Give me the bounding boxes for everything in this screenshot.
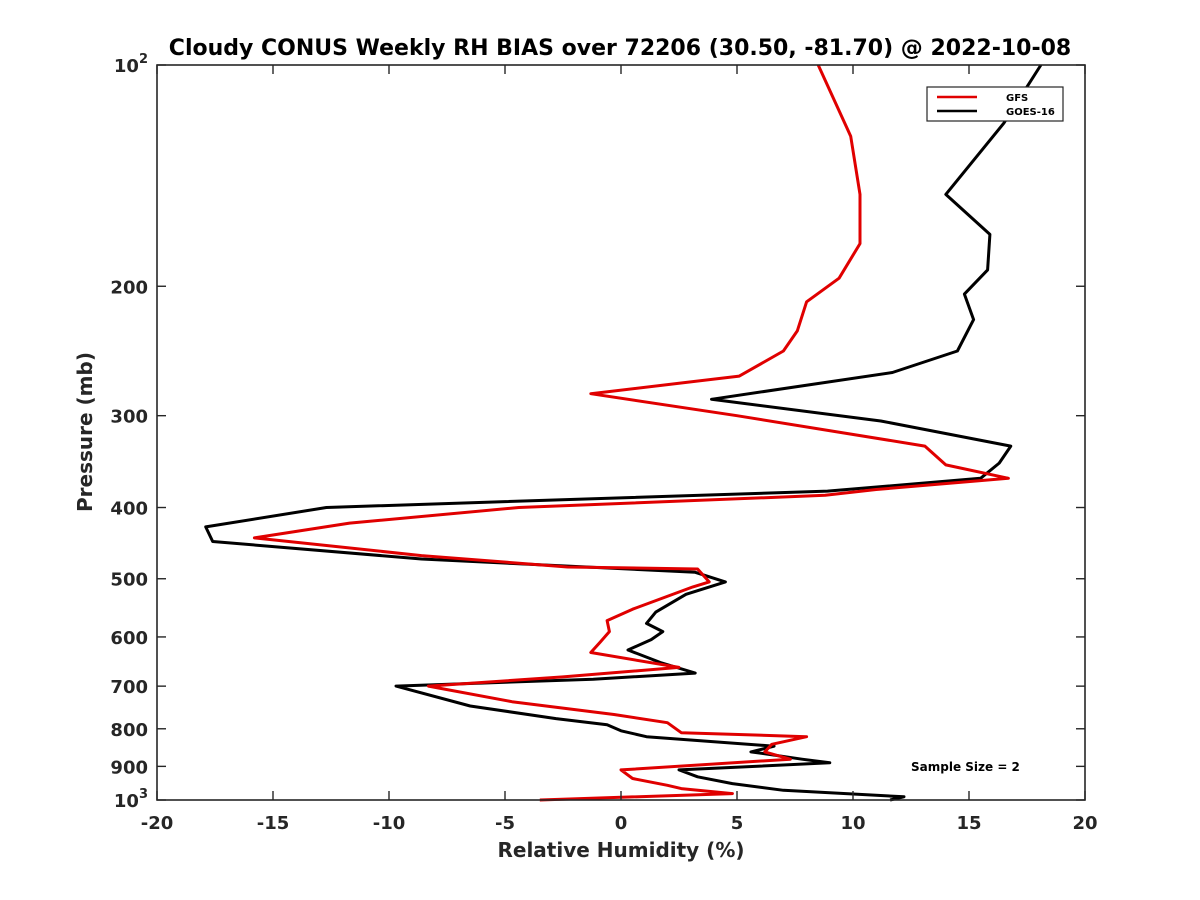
legend-box: [926, 86, 1064, 122]
y-axis: 102 200 300 400 500 600 700 800 900 103: [110, 52, 1085, 812]
x-tick-label: 5: [731, 813, 744, 834]
y-tick-label: 200: [110, 277, 148, 298]
x-tick-label: 10: [840, 813, 865, 834]
y-tick-label: 700: [110, 677, 148, 698]
x-tick-label: 15: [956, 813, 981, 834]
y-tick-label: 300: [110, 407, 148, 428]
legend-label-gfs: GFS: [1006, 93, 1028, 104]
y-tick-label: 102: [114, 52, 148, 77]
y-tick-label: 800: [110, 720, 148, 741]
x-axis: -20 -15 -10 -5 0 5 10 15 20: [141, 65, 1098, 834]
plot-lines: [204, 64, 1043, 802]
y-axis-label: Pressure (mb): [73, 352, 97, 512]
x-tick-label: 20: [1072, 813, 1097, 834]
legend-label-goes16: GOES-16: [1006, 107, 1055, 118]
x-tick-label: -10: [373, 813, 406, 834]
x-axis-label: Relative Humidity (%): [497, 838, 744, 862]
y-tick-label: 900: [110, 757, 148, 778]
legend: GFS GOES-16: [926, 86, 1064, 122]
y-tick-label: 600: [110, 628, 148, 649]
y-tick-label: 103: [114, 787, 148, 812]
series-line-gfs: [252, 64, 1010, 802]
x-tick-label: -15: [257, 813, 290, 834]
series-line-goes16: [204, 64, 1043, 802]
x-tick-label: -20: [141, 813, 174, 834]
x-tick-label: -5: [495, 813, 515, 834]
y-tick-label: 500: [110, 570, 148, 591]
sample-size-annotation: Sample Size = 2: [911, 760, 1020, 774]
y-tick-label: 400: [110, 499, 148, 520]
x-tick-label: 0: [615, 813, 628, 834]
chart-title: Cloudy CONUS Weekly RH BIAS over 72206 (…: [169, 36, 1071, 61]
